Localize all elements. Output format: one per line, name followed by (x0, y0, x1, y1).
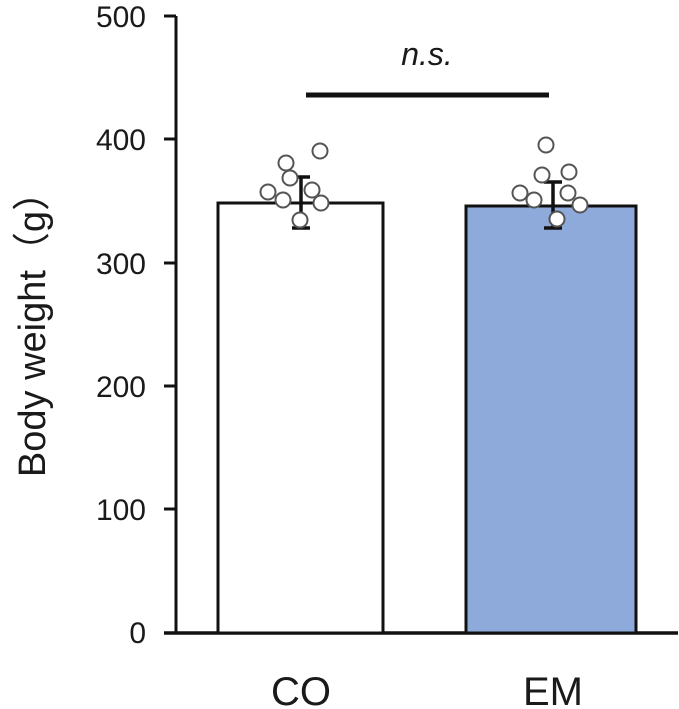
tick-100: 100 (96, 494, 146, 527)
tick-300: 300 (96, 248, 146, 281)
category-label-em: EM (523, 670, 583, 709)
points-em (511, 136, 589, 228)
significance-label: n.s. (401, 36, 453, 72)
tick-0: 0 (129, 617, 146, 650)
y-axis (164, 14, 178, 633)
tick-200: 200 (96, 371, 146, 404)
y-axis-label: Body weight（g） (12, 173, 54, 477)
bar-co (216, 201, 385, 635)
bar-em (464, 204, 638, 635)
points-co (259, 142, 330, 229)
y-tick-labels: 0 100 200 300 400 500 (96, 1, 146, 650)
tick-500: 500 (96, 1, 146, 34)
tick-400: 400 (96, 124, 146, 157)
category-label-co: CO (271, 670, 331, 709)
